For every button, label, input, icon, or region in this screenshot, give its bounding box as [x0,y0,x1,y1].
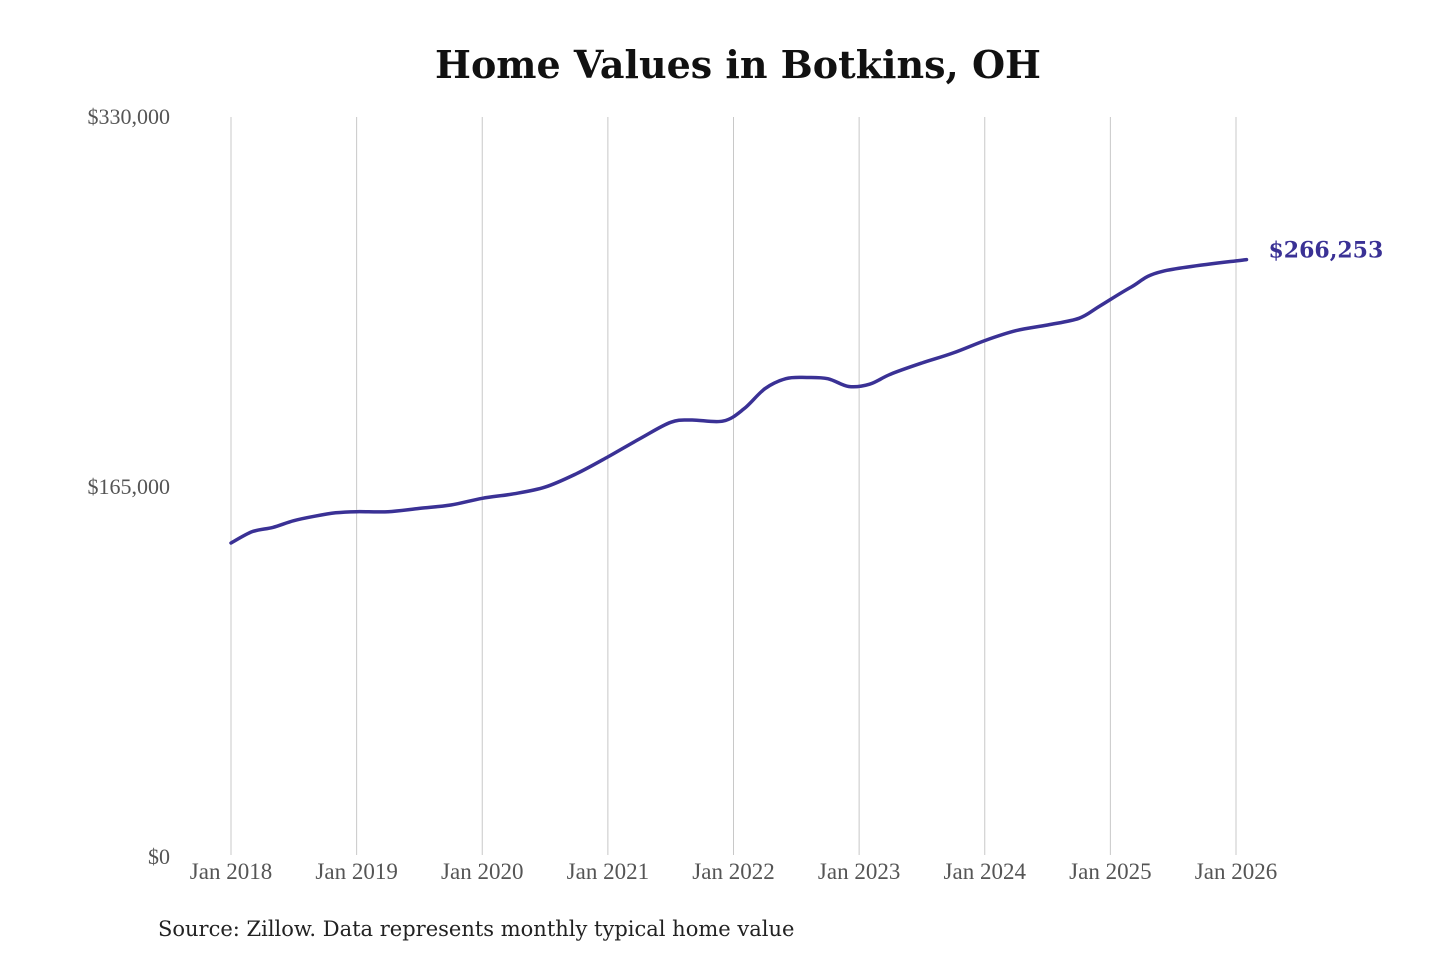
x-tick-label: Jan 2018 [190,859,272,884]
x-axis: Jan 2018 Jan 2019 Jan 2020 Jan 2021 Jan 2022… [190,859,1277,884]
x-tick-label: Jan 2022 [692,859,774,884]
y-tick-label: $0 [148,844,170,869]
y-tick-label: $165,000 [88,474,171,499]
x-tick-label: Jan 2024 [944,859,1027,884]
x-tick-label: Jan 2019 [315,859,397,884]
x-tick-label: Jan 2023 [818,859,900,884]
x-tick-label: Jan 2025 [1069,859,1151,884]
chart-title: Home Values in Botkins, OH [435,42,1041,87]
latest-value-label: $266,253 [1268,238,1383,264]
y-axis: $0 $165,000 $330,000 [88,104,171,869]
x-tick-label: Jan 2026 [1195,859,1277,884]
gridlines [230,117,1237,855]
home-value-line [229,257,1249,545]
source-note: Source: Zillow. Data represents monthly … [158,917,795,941]
x-tick-label: Jan 2020 [441,859,523,884]
x-tick-label: Jan 2021 [567,859,649,884]
y-tick-label: $330,000 [88,104,171,129]
